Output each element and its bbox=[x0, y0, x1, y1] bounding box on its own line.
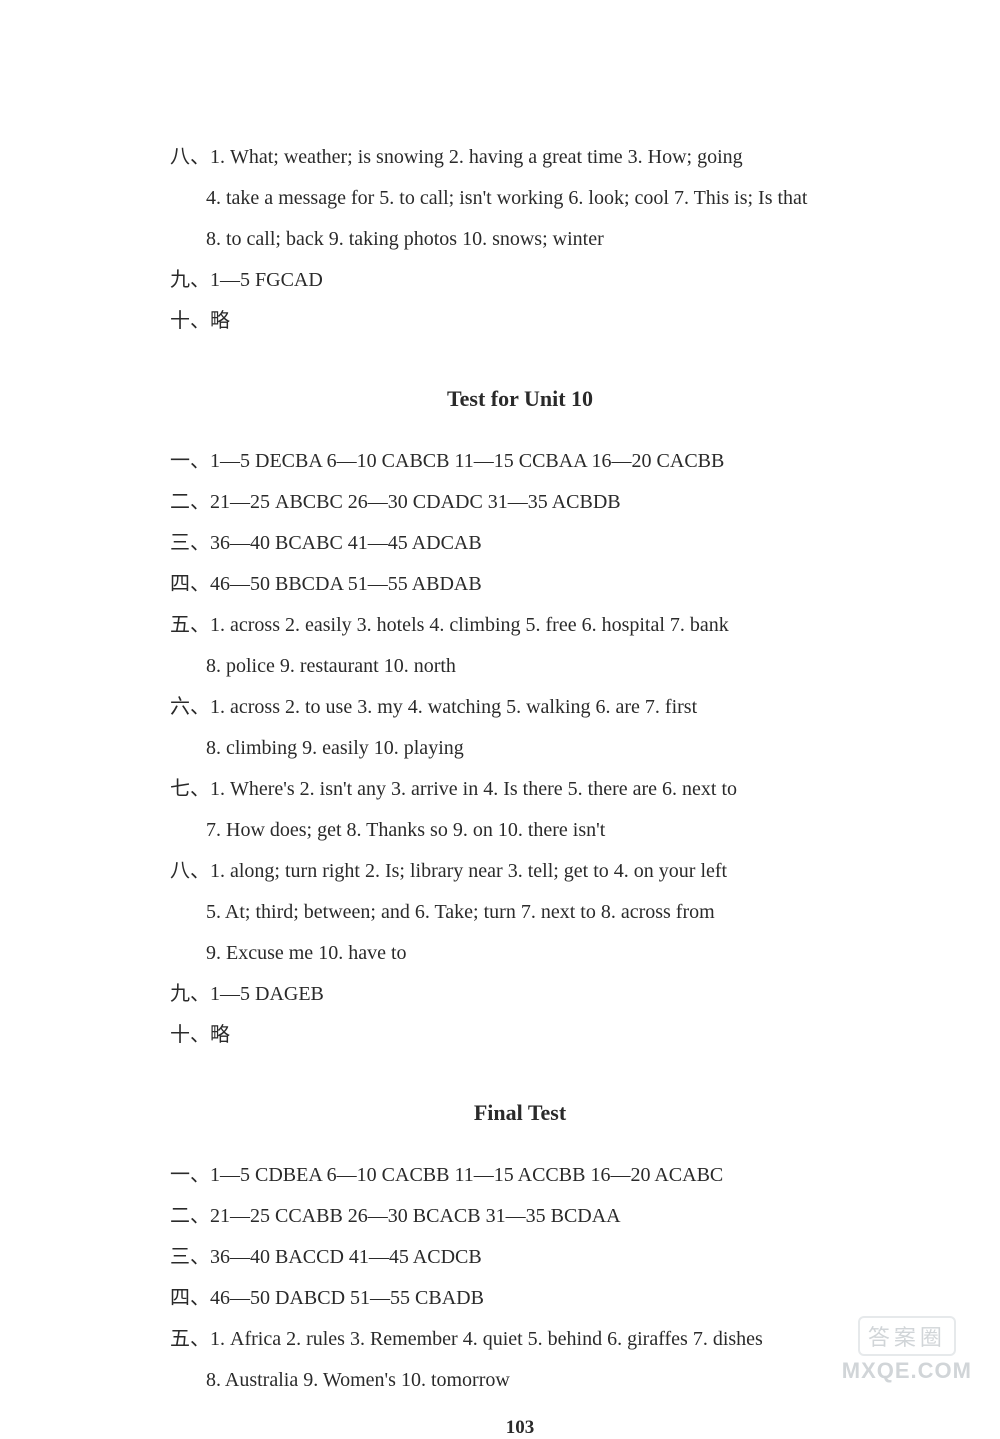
watermark: 答案圈 MXQE.COM bbox=[842, 1316, 972, 1384]
answer-line: 九、1—5 DAGEB bbox=[170, 977, 870, 1011]
answer-line: 三、36—40 BCABC 41—45 ADCAB bbox=[170, 526, 870, 560]
answer-line: 一、1—5 CDBEA 6—10 CACBB 11—15 ACCBB 16—20… bbox=[170, 1158, 870, 1192]
watermark-top: 答案圈 bbox=[858, 1316, 956, 1356]
answer-line: 三、36—40 BACCD 41—45 ACDCB bbox=[170, 1240, 870, 1274]
answer-line: 4. take a message for 5. to call; isn't … bbox=[170, 181, 870, 215]
watermark-bottom: MXQE.COM bbox=[842, 1358, 972, 1384]
answer-line: 八、1. What; weather; is snowing 2. having… bbox=[170, 140, 870, 174]
answer-line: 六、1. across 2. to use 3. my 4. watching … bbox=[170, 690, 870, 724]
page-number: 103 bbox=[170, 1417, 870, 1439]
answer-line: 九、1—5 FGCAD bbox=[170, 263, 870, 297]
answer-line: 四、46—50 DABCD 51—55 CBADB bbox=[170, 1281, 870, 1315]
answer-line: 8. to call; back 9. taking photos 10. sn… bbox=[170, 222, 870, 256]
answer-line: 二、21—25 CCABB 26—30 BCACB 31—35 BCDAA bbox=[170, 1199, 870, 1233]
section-title-final: Final Test bbox=[170, 1100, 870, 1126]
answer-line: 十、略 bbox=[170, 1018, 870, 1052]
answer-line: 一、1—5 DECBA 6—10 CABCB 11—15 CCBAA 16—20… bbox=[170, 444, 870, 478]
answer-line: 8. Australia 9. Women's 10. tomorrow bbox=[170, 1363, 870, 1397]
answer-line: 7. How does; get 8. Thanks so 9. on 10. … bbox=[170, 813, 870, 847]
answer-line: 五、1. Africa 2. rules 3. Remember 4. quie… bbox=[170, 1322, 870, 1356]
answer-line: 9. Excuse me 10. have to bbox=[170, 936, 870, 970]
answer-line: 五、1. across 2. easily 3. hotels 4. climb… bbox=[170, 608, 870, 642]
answer-line: 七、1. Where's 2. isn't any 3. arrive in 4… bbox=[170, 772, 870, 806]
section-title-unit10: Test for Unit 10 bbox=[170, 386, 870, 412]
answer-line: 二、21—25 ABCBC 26—30 CDADC 31—35 ACBDB bbox=[170, 485, 870, 519]
answer-line: 8. police 9. restaurant 10. north bbox=[170, 649, 870, 683]
answer-line: 5. At; third; between; and 6. Take; turn… bbox=[170, 895, 870, 929]
answer-line: 八、1. along; turn right 2. Is; library ne… bbox=[170, 854, 870, 888]
answer-line: 四、46—50 BBCDA 51—55 ABDAB bbox=[170, 567, 870, 601]
answer-line: 8. climbing 9. easily 10. playing bbox=[170, 731, 870, 765]
answer-line: 十、略 bbox=[170, 304, 870, 338]
